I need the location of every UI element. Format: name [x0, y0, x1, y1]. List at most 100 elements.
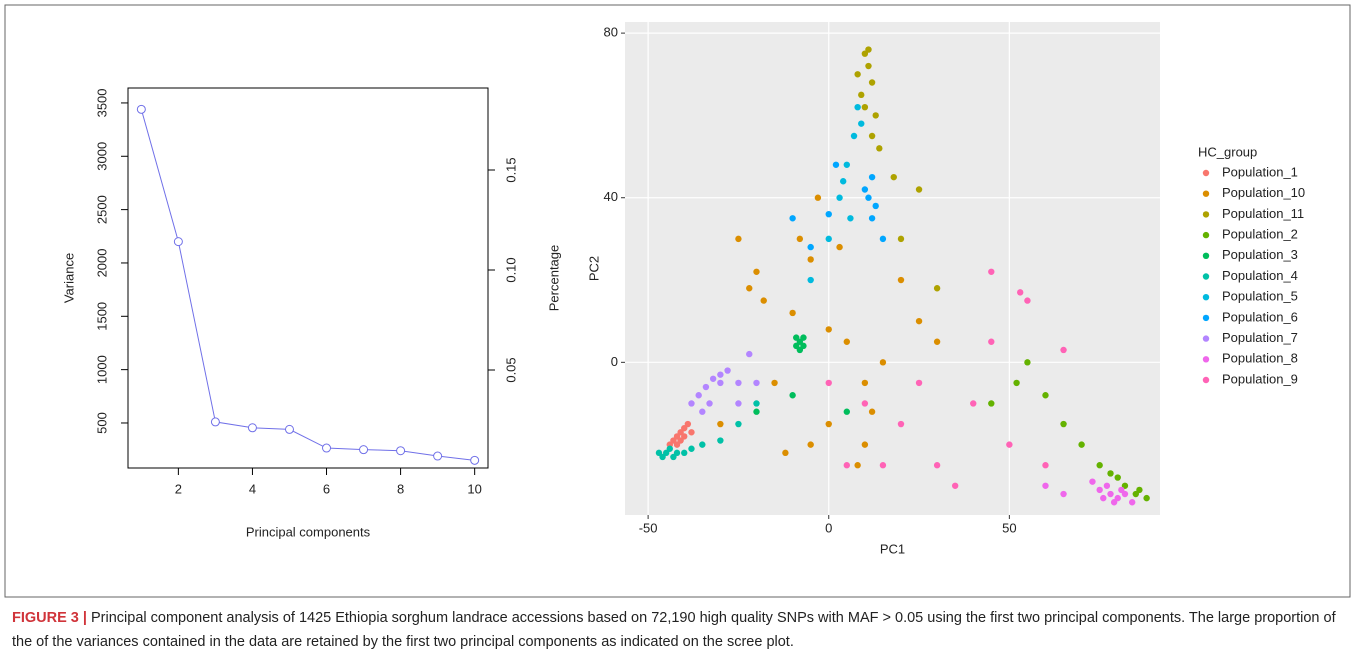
y-tick-label: 0 [611, 354, 618, 369]
point [807, 276, 814, 284]
figure: 2 4 6 8 105001000150020002500300035000.050.1… [4, 4, 1351, 598]
y-axis-label: PC2 [586, 256, 601, 281]
legend-label: Population_10 [1222, 185, 1305, 200]
y-tick-label: 40 [604, 189, 618, 204]
y2-tick-label: 0.05 [503, 357, 518, 382]
point [735, 379, 742, 387]
point [868, 79, 876, 86]
point [677, 429, 684, 436]
point [706, 400, 713, 407]
point [879, 462, 887, 469]
point [1042, 462, 1049, 469]
x-tick-label: 4 [249, 481, 256, 496]
legend-label: Population_4 [1222, 268, 1298, 283]
point [433, 451, 443, 461]
point [796, 235, 804, 243]
point [1118, 486, 1125, 494]
point [865, 62, 872, 70]
point [807, 441, 814, 448]
point [771, 379, 778, 387]
plot-box [127, 87, 489, 469]
legend-title: HC_group [1198, 144, 1257, 159]
point [825, 420, 832, 428]
point [825, 235, 832, 243]
point [699, 441, 706, 448]
point [789, 215, 796, 222]
point [868, 173, 876, 181]
point [717, 379, 724, 387]
point [670, 437, 677, 444]
point [673, 441, 681, 448]
point [702, 383, 710, 391]
point [684, 420, 692, 428]
point [897, 276, 905, 284]
caption-label: FIGURE 3 | [12, 610, 87, 626]
point [1121, 490, 1129, 498]
point [1024, 359, 1031, 366]
legend-label: Population_8 [1222, 351, 1298, 366]
point [173, 237, 183, 247]
point [746, 285, 753, 292]
point [322, 443, 332, 453]
point [988, 338, 995, 345]
point [825, 379, 832, 387]
point [717, 420, 724, 428]
y-tick-label: 80 [604, 25, 618, 40]
x-tick-label: 6 [323, 481, 330, 496]
point [677, 437, 684, 444]
legend-label: Population_2 [1222, 227, 1298, 242]
x-axis-label: PC1 [880, 541, 905, 556]
point [673, 449, 681, 457]
y-tick-label: 3000 [94, 142, 109, 171]
point [681, 433, 688, 440]
point [800, 342, 807, 350]
legend-swatch [1202, 190, 1210, 197]
point [800, 334, 807, 341]
y-tick-label: 2500 [94, 195, 109, 224]
legend-swatch [1202, 294, 1210, 301]
point [933, 338, 941, 345]
point [836, 243, 843, 251]
legend-label: Population_3 [1222, 247, 1298, 262]
y2-tick-label: 0.10 [503, 257, 518, 282]
point [861, 103, 869, 111]
point [897, 420, 905, 428]
point [699, 408, 706, 415]
point [753, 400, 760, 407]
point [872, 202, 879, 210]
legend-label: Population_5 [1222, 289, 1298, 304]
point [681, 424, 688, 432]
point [760, 297, 767, 304]
y-tick-label: 1000 [94, 355, 109, 384]
point [1078, 441, 1085, 448]
point [724, 367, 731, 374]
point [861, 50, 869, 57]
panel [625, 22, 1160, 515]
point [662, 449, 670, 457]
point [796, 346, 804, 354]
point [1089, 478, 1096, 485]
point [789, 309, 796, 317]
point [655, 449, 663, 457]
point [861, 400, 869, 407]
point [1103, 482, 1111, 489]
point [709, 375, 717, 382]
point [1060, 346, 1067, 354]
point [396, 446, 406, 456]
point [915, 317, 923, 325]
point [854, 71, 861, 78]
point [1024, 297, 1031, 304]
point [988, 400, 995, 407]
point [1114, 494, 1121, 502]
point [789, 392, 796, 399]
point [843, 408, 851, 415]
point [843, 462, 851, 469]
point [1132, 490, 1139, 498]
legend-label: Population_11 [1222, 206, 1304, 221]
point [735, 235, 742, 243]
point [717, 371, 724, 378]
point [865, 194, 872, 201]
point [1016, 289, 1024, 296]
point [210, 417, 220, 427]
